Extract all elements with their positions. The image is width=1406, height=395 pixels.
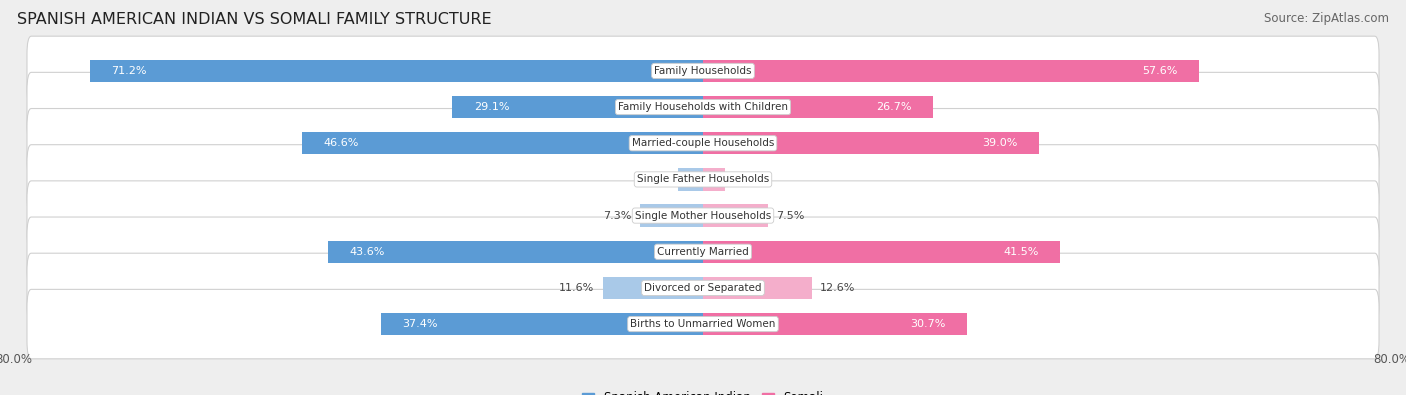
Bar — [703, 204, 768, 227]
Text: 2.5%: 2.5% — [733, 175, 762, 184]
Text: Family Households: Family Households — [654, 66, 752, 76]
Text: 26.7%: 26.7% — [876, 102, 911, 112]
Bar — [453, 96, 703, 118]
Bar — [703, 277, 811, 299]
Text: Married-couple Households: Married-couple Households — [631, 138, 775, 148]
Text: 30.7%: 30.7% — [911, 319, 946, 329]
FancyBboxPatch shape — [27, 109, 1379, 178]
FancyBboxPatch shape — [27, 217, 1379, 286]
Text: Single Mother Households: Single Mother Households — [636, 211, 770, 220]
Text: 12.6%: 12.6% — [820, 283, 855, 293]
Bar — [703, 313, 967, 335]
Text: 41.5%: 41.5% — [1004, 247, 1039, 257]
Text: 37.4%: 37.4% — [402, 319, 437, 329]
Bar — [381, 313, 703, 335]
Text: 11.6%: 11.6% — [560, 283, 595, 293]
Text: Single Father Households: Single Father Households — [637, 175, 769, 184]
Bar — [703, 60, 1199, 82]
Text: 71.2%: 71.2% — [111, 66, 146, 76]
Text: 7.3%: 7.3% — [603, 211, 631, 220]
Bar — [603, 277, 703, 299]
Bar — [678, 168, 703, 191]
Bar — [90, 60, 703, 82]
Text: 7.5%: 7.5% — [776, 211, 804, 220]
Text: 29.1%: 29.1% — [474, 102, 509, 112]
Text: SPANISH AMERICAN INDIAN VS SOMALI FAMILY STRUCTURE: SPANISH AMERICAN INDIAN VS SOMALI FAMILY… — [17, 12, 492, 27]
Text: 43.6%: 43.6% — [349, 247, 384, 257]
Text: Source: ZipAtlas.com: Source: ZipAtlas.com — [1264, 12, 1389, 25]
FancyBboxPatch shape — [27, 181, 1379, 250]
Bar — [703, 132, 1039, 154]
Text: 46.6%: 46.6% — [323, 138, 359, 148]
Bar — [703, 96, 934, 118]
Text: 2.9%: 2.9% — [641, 175, 669, 184]
Legend: Spanish American Indian, Somali: Spanish American Indian, Somali — [579, 387, 827, 395]
Bar — [328, 241, 703, 263]
Bar — [640, 204, 703, 227]
FancyBboxPatch shape — [27, 145, 1379, 214]
Text: Divorced or Separated: Divorced or Separated — [644, 283, 762, 293]
FancyBboxPatch shape — [27, 72, 1379, 142]
Text: 39.0%: 39.0% — [981, 138, 1018, 148]
Bar — [302, 132, 703, 154]
Bar — [703, 168, 724, 191]
Text: 57.6%: 57.6% — [1142, 66, 1177, 76]
FancyBboxPatch shape — [27, 253, 1379, 323]
FancyBboxPatch shape — [27, 36, 1379, 105]
FancyBboxPatch shape — [27, 290, 1379, 359]
Text: Family Households with Children: Family Households with Children — [619, 102, 787, 112]
Bar — [703, 241, 1060, 263]
Text: Births to Unmarried Women: Births to Unmarried Women — [630, 319, 776, 329]
Text: Currently Married: Currently Married — [657, 247, 749, 257]
